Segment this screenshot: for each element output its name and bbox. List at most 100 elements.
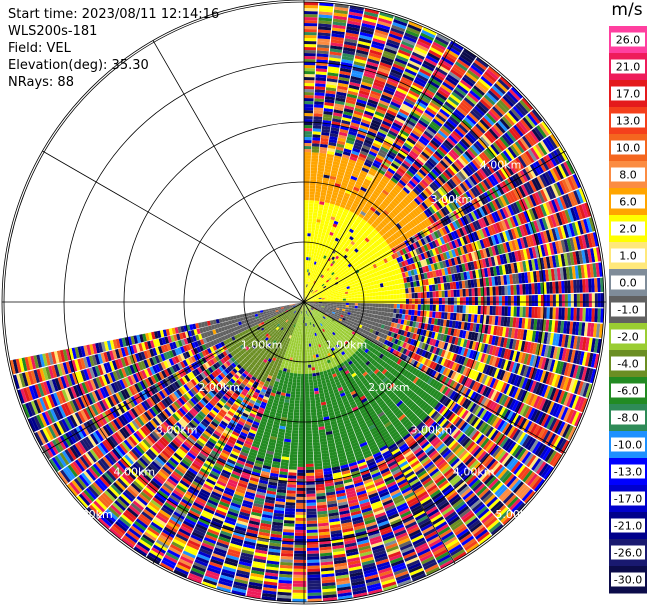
velocity-gate [336, 91, 347, 97]
velocity-gate [433, 332, 439, 340]
velocity-gate [312, 287, 316, 291]
velocity-gate [414, 233, 421, 241]
velocity-gate [332, 291, 336, 294]
velocity-gate [312, 218, 317, 222]
velocity-gate [343, 279, 348, 283]
velocity-gate [510, 190, 518, 202]
velocity-gate [510, 263, 516, 274]
velocity-gate [342, 198, 348, 203]
velocity-gate [336, 234, 341, 240]
velocity-gate [416, 183, 425, 192]
velocity-gate [330, 130, 339, 135]
velocity-gate [595, 262, 600, 277]
velocity-gate [365, 313, 369, 317]
velocity-gate [437, 188, 445, 197]
velocity-gate [578, 188, 587, 203]
velocity-gate [547, 215, 555, 229]
velocity-gate [423, 298, 427, 305]
velocity-gate [531, 109, 543, 123]
velocity-gate [421, 266, 427, 273]
velocity-gate [342, 245, 347, 251]
velocity-gate [322, 116, 332, 122]
velocity-gate [393, 294, 397, 299]
velocity-gate [392, 122, 403, 130]
velocity-gate [563, 321, 568, 334]
velocity-gate [418, 137, 428, 147]
velocity-gate [347, 231, 353, 236]
velocity-gate [383, 246, 389, 253]
velocity-gate [387, 182, 395, 189]
velocity-gate [439, 186, 448, 195]
velocity-gate [312, 291, 316, 295]
velocity-gate [366, 309, 370, 314]
velocity-gate [427, 125, 438, 135]
velocity-gate [577, 265, 582, 279]
velocity-gate [435, 113, 447, 123]
velocity-gate [459, 237, 466, 246]
velocity-gate [358, 90, 370, 96]
velocity-gate [450, 190, 458, 199]
velocity-gate [467, 189, 476, 199]
velocity-gate [471, 87, 483, 99]
velocity-gate [561, 362, 568, 376]
velocity-gate [322, 177, 330, 182]
velocity-gate [342, 298, 346, 301]
velocity-gate [341, 265, 346, 270]
velocity-gate [352, 170, 360, 176]
velocity-gate [434, 318, 438, 326]
velocity-gate [433, 38, 448, 48]
velocity-gate [354, 308, 358, 312]
velocity-gate [331, 235, 336, 241]
velocity-gate [557, 320, 562, 333]
velocity-gate [487, 325, 492, 335]
velocity-gate [515, 122, 527, 135]
velocity-gate [463, 204, 471, 214]
velocity-gate [435, 311, 439, 319]
velocity-gate [309, 281, 312, 286]
velocity-gate [349, 81, 361, 88]
velocity-gate [495, 170, 504, 182]
velocity-gate [490, 256, 496, 267]
velocity-gate [369, 93, 381, 100]
velocity-gate [429, 298, 433, 305]
velocity-gate [327, 69, 339, 74]
velocity-gate [537, 190, 546, 204]
velocity-gate [354, 228, 360, 234]
velocity-gate [306, 302, 310, 304]
velocity-gate [473, 198, 481, 208]
velocity-gate [368, 285, 372, 290]
velocity-gate [336, 306, 340, 309]
velocity-gate [333, 284, 337, 288]
velocity-gate [332, 191, 339, 197]
velocity-gate [404, 271, 409, 278]
velocity-gate [315, 268, 319, 272]
velocity-gate [320, 295, 325, 297]
velocity-gate [363, 205, 370, 212]
velocity-gate [421, 133, 432, 142]
velocity-gate [390, 322, 395, 328]
velocity-gate [307, 284, 310, 288]
velocity-gate [475, 103, 488, 114]
velocity-gate [321, 128, 331, 133]
velocity-gate [408, 192, 416, 200]
velocity-gate [334, 152, 343, 157]
velocity-gate [390, 235, 396, 242]
velocity-gate [575, 205, 583, 220]
velocity-gate [411, 304, 415, 310]
velocity-gate [523, 353, 530, 365]
velocity-gate [373, 113, 384, 121]
velocity-gate [420, 292, 424, 299]
velocity-gate [464, 225, 471, 235]
velocity-gate [406, 182, 415, 190]
velocity-gate [327, 66, 340, 71]
velocity-gate [520, 212, 528, 224]
velocity-gate [367, 282, 372, 287]
velocity-gate [304, 230, 308, 234]
velocity-gate [559, 180, 568, 194]
velocity-gate [411, 218, 418, 226]
velocity-gate [330, 45, 343, 50]
velocity-gate [546, 294, 550, 307]
velocity-gate [456, 238, 463, 247]
velocity-gate [310, 275, 313, 280]
velocity-gate [344, 41, 357, 47]
